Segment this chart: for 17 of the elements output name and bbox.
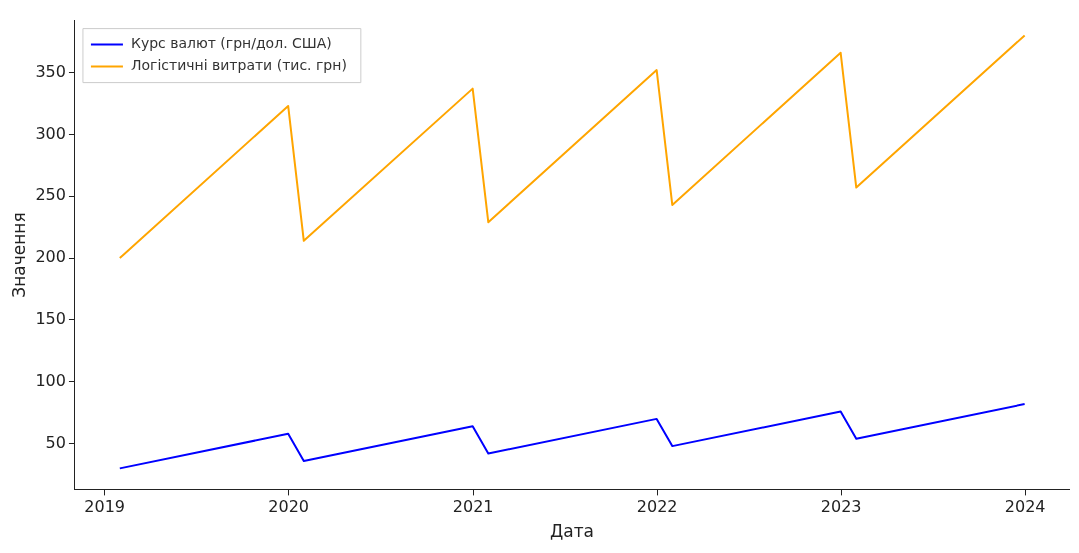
y-tick-label: 100	[35, 370, 66, 390]
legend-label: Курс валют (грн/дол. США)	[130, 35, 332, 52]
y-tick-label: 200	[35, 247, 66, 267]
y-axis-title: Значення	[8, 212, 29, 298]
x-axis-title: Дата	[549, 521, 594, 542]
x-tick-label: 2023	[820, 497, 862, 517]
legend-label: Логістичні витрати (тис. грн)	[130, 57, 347, 74]
y-tick-label: 150	[35, 309, 66, 329]
x-tick-label: 2020	[268, 497, 310, 517]
x-tick-label: 2022	[636, 497, 678, 517]
y-tick-label: 300	[35, 123, 66, 143]
x-tick-label: 2024	[1004, 497, 1046, 517]
y-tick-label: 250	[35, 185, 66, 205]
x-tick-label: 2019	[84, 497, 126, 517]
x-tick-label: 2021	[452, 497, 494, 517]
y-tick-label: 350	[35, 61, 66, 81]
y-tick-label: 50	[45, 432, 66, 452]
